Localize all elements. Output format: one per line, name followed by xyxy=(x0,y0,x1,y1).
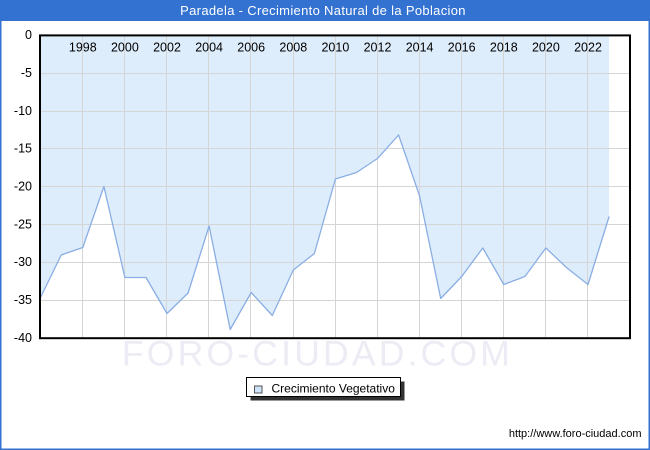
svg-text:-15: -15 xyxy=(14,142,32,156)
svg-text:-25: -25 xyxy=(14,217,32,231)
svg-text:1998: 1998 xyxy=(69,41,97,55)
svg-text:2016: 2016 xyxy=(448,41,476,55)
svg-text:0: 0 xyxy=(25,28,32,42)
svg-text:2022: 2022 xyxy=(574,41,602,55)
svg-text:2010: 2010 xyxy=(321,41,349,55)
svg-text:-5: -5 xyxy=(21,66,32,80)
svg-text:-40: -40 xyxy=(14,331,32,345)
svg-text:2018: 2018 xyxy=(490,41,518,55)
svg-text:2008: 2008 xyxy=(279,41,307,55)
svg-text:-35: -35 xyxy=(14,293,32,307)
svg-text:-30: -30 xyxy=(14,255,32,269)
svg-text:FORO-CIUDAD.COM: FORO-CIUDAD.COM xyxy=(122,334,513,374)
svg-text:2006: 2006 xyxy=(237,41,265,55)
svg-text:2014: 2014 xyxy=(406,41,434,55)
svg-text:2000: 2000 xyxy=(111,41,139,55)
svg-text:http://www.foro-ciudad.com: http://www.foro-ciudad.com xyxy=(509,428,642,440)
svg-text:2002: 2002 xyxy=(153,41,181,55)
svg-text:-20: -20 xyxy=(14,180,32,194)
svg-text:Crecimiento Vegetativo: Crecimiento Vegetativo xyxy=(272,382,396,396)
svg-text:2020: 2020 xyxy=(532,41,560,55)
svg-text:2012: 2012 xyxy=(364,41,392,55)
svg-text:Paradela - Crecimiento Natural: Paradela - Crecimiento Natural de la Pob… xyxy=(180,3,466,18)
svg-text:2004: 2004 xyxy=(195,41,223,55)
svg-text:-10: -10 xyxy=(14,104,32,118)
